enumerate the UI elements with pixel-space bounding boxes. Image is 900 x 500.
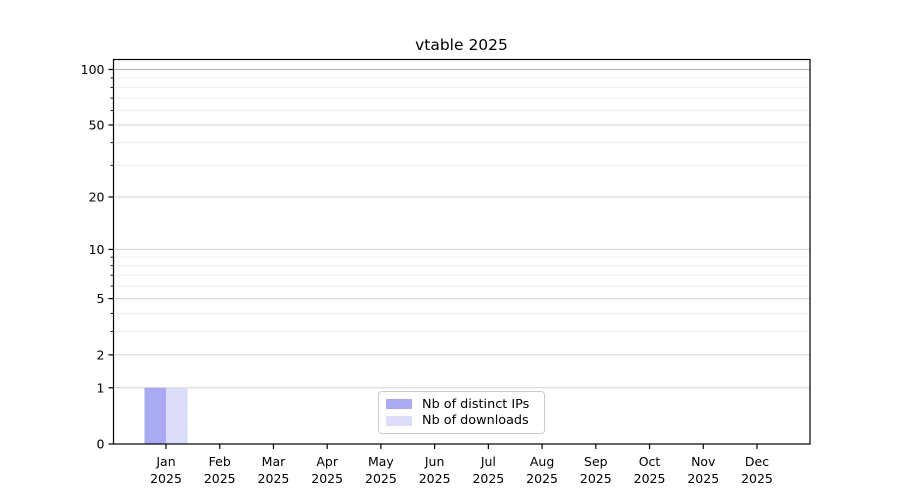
x-tick-label-year: 2025 [258, 471, 290, 486]
legend-swatch-downloads [386, 415, 412, 426]
x-tick-label-year: 2025 [634, 471, 666, 486]
x-tick-label-month: Sep [584, 454, 608, 469]
x-tick-label-month: Aug [530, 454, 554, 469]
x-tick-label-year: 2025 [687, 471, 719, 486]
legend-item-distinct-ips: Nb of distinct IPs [386, 397, 536, 412]
x-tick-label-year: 2025 [150, 471, 182, 486]
y-tick-label: 10 [89, 242, 105, 257]
chart-title: vtable 2025 [415, 36, 508, 54]
y-tick-label: 5 [97, 291, 105, 306]
x-tick-label-year: 2025 [311, 471, 343, 486]
x-tick-label-month: Jun [424, 454, 445, 469]
x-tick-label-month: Oct [639, 454, 661, 469]
legend-label-distinct-ips: Nb of distinct IPs [422, 396, 530, 412]
y-tick-label: 1 [97, 380, 105, 395]
x-tick-label-year: 2025 [472, 471, 504, 486]
x-tick-label-year: 2025 [526, 471, 558, 486]
x-tick-label-month: Jan [155, 454, 175, 469]
x-tick-label-month: Nov [691, 454, 716, 469]
x-tick-label-year: 2025 [741, 471, 773, 486]
x-tick-label-month: Feb [209, 454, 231, 469]
y-tick-label: 0 [97, 437, 105, 452]
x-tick-label-year: 2025 [365, 471, 397, 486]
x-tick-label-month: Dec [745, 454, 769, 469]
legend-item-downloads: Nb of downloads [386, 413, 536, 428]
legend-label-downloads: Nb of downloads [422, 413, 529, 429]
x-tick-label-month: Jul [480, 454, 496, 469]
x-tick-label-year: 2025 [204, 471, 236, 486]
x-tick-label-month: Apr [316, 454, 338, 469]
y-tick-label: 100 [81, 62, 105, 77]
legend-swatch-distinct-ips [386, 399, 412, 410]
bar-distinct-ips-jan [144, 387, 166, 444]
x-tick-label-month: Mar [262, 454, 286, 469]
plot-frame [112, 58, 811, 445]
legend: Nb of distinct IPs Nb of downloads [378, 391, 545, 434]
y-tick-label: 50 [89, 117, 105, 132]
y-tick-label: 20 [89, 189, 105, 204]
bar-downloads-jan [166, 387, 188, 444]
x-tick-label-year: 2025 [419, 471, 451, 486]
x-tick-label-month: May [368, 454, 394, 469]
y-tick-label: 2 [97, 347, 105, 362]
x-tick-label-year: 2025 [580, 471, 612, 486]
